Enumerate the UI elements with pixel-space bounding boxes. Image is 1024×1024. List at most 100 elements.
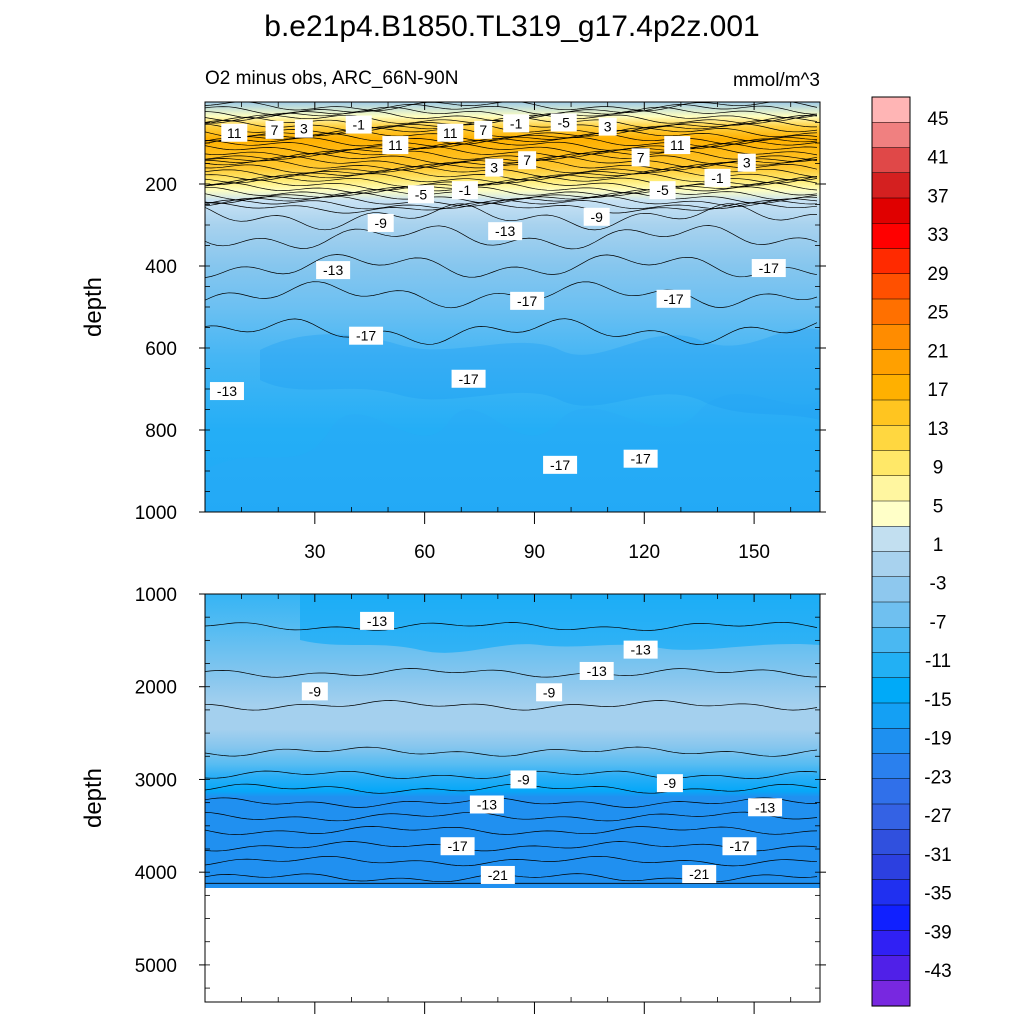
lower-contour-label: -13 (623, 640, 658, 659)
upper-contour-label: -9 (583, 207, 610, 226)
colorbar-label: -11 (925, 651, 951, 672)
lower-contour-line (205, 668, 818, 678)
lower-ylabel: depth (80, 768, 107, 828)
colorbar-swatch (871, 601, 911, 628)
lower-contour-line (205, 797, 817, 808)
upper-contour-line (205, 104, 818, 115)
upper-contour-label: -17 (543, 455, 578, 474)
colorbar-label: 29 (927, 264, 948, 285)
svg-text:-13: -13 (755, 799, 775, 815)
lower-contour-line (205, 746, 818, 757)
upper-ylabel: depth (80, 277, 107, 337)
colorbar-label: 45 (927, 109, 948, 130)
colorbar-label: 13 (927, 419, 948, 440)
svg-text:11: 11 (388, 137, 403, 153)
xtick-label: 90 (524, 542, 545, 563)
upper-contour-label: -17 (510, 291, 545, 310)
colorbar-label: 21 (927, 341, 948, 362)
upper-contour-label: -1 (704, 168, 731, 187)
colorbar-swatch (871, 399, 911, 426)
colorbar-swatch (871, 349, 911, 376)
colorbar-swatch (871, 803, 911, 830)
lower-contour-line (205, 841, 818, 852)
colorbar-swatch (871, 677, 911, 704)
svg-text:3: 3 (300, 121, 308, 137)
lower-contour-line (205, 811, 818, 822)
upper-contour-label: -1 (451, 181, 478, 200)
svg-text:7: 7 (479, 122, 487, 138)
upper-contour-line (205, 102, 818, 112)
colorbar-swatch (871, 753, 911, 780)
svg-text:-17: -17 (356, 328, 376, 344)
upper-contour-label: -1 (345, 115, 372, 134)
svg-text:3: 3 (743, 155, 751, 171)
colorbar-swatch (871, 298, 911, 325)
colorbar-label: -27 (924, 806, 951, 827)
chart-title: b.e21p4.B1850.TL319_g17.4p2z.001 (264, 10, 759, 43)
colorbar-label: 17 (927, 380, 948, 401)
upper-contour-label: -1 (503, 114, 530, 133)
xtick-label: 30 (304, 542, 325, 563)
lower-contour-label: -13 (469, 795, 504, 814)
subtitle-left: O2 minus obs, ARC_66N-90N (205, 68, 458, 89)
upper-contour-line (205, 189, 818, 201)
lower-ytick-label: 4000 (135, 863, 177, 884)
upper-contour-line (205, 137, 818, 148)
svg-text:11: 11 (443, 125, 458, 141)
colorbar-label: -3 (930, 574, 947, 595)
colorbar-swatch (871, 904, 911, 931)
svg-text:-13: -13 (217, 383, 237, 399)
upper-contour-label: 3 (485, 158, 504, 177)
colorbar-swatch (871, 197, 911, 224)
svg-text:3: 3 (490, 160, 498, 176)
svg-text:-1: -1 (353, 117, 366, 133)
svg-text:-17: -17 (517, 293, 537, 309)
upper-panel-ticks: 200 400 600 800 1000 30 60 90 120 150 (135, 101, 826, 563)
colorbar-label: -15 (924, 690, 951, 711)
svg-text:-5: -5 (558, 115, 571, 131)
upper-ytick-label: 600 (145, 339, 177, 360)
colorbar-swatch (871, 930, 911, 957)
colorbar-swatch (871, 122, 911, 149)
svg-text:-1: -1 (459, 182, 472, 198)
colorbar-label: 1 (933, 535, 944, 556)
lower-contour-label: -9 (536, 683, 563, 702)
lower-contour-label: -21 (480, 865, 515, 884)
lower-contour-label: -17 (722, 837, 757, 856)
svg-text:-17: -17 (729, 838, 749, 854)
upper-ytick-label: 200 (145, 175, 177, 196)
colorbar-swatch (871, 273, 911, 300)
lower-contour-labels: -13 -13 -13 -9 -9 -9 -9 -13 -13 -17 -17 -21 -21 (301, 611, 783, 884)
upper-contour-label: -13 (316, 261, 351, 280)
svg-text:7: 7 (523, 152, 531, 168)
upper-contour-label: -17 (656, 289, 691, 308)
svg-text:-17: -17 (631, 451, 651, 467)
upper-contour-line (205, 318, 818, 345)
lower-contour-label: -9 (510, 770, 537, 789)
svg-text:-9: -9 (543, 684, 556, 700)
svg-text:7: 7 (637, 149, 645, 165)
lower-contour-line (205, 855, 818, 867)
upper-contour-line (205, 225, 818, 250)
lower-contour-label: -13 (360, 611, 395, 630)
colorbar-swatch (871, 425, 911, 452)
svg-text:3: 3 (604, 119, 612, 135)
colorbar-label: -39 (924, 922, 951, 943)
lower-contour-line (205, 826, 818, 835)
upper-contour-label: -17 (349, 326, 384, 345)
svg-text:-13: -13 (587, 663, 607, 679)
colorbar-swatch (871, 147, 911, 174)
upper-contour-label: -9 (367, 213, 394, 232)
colorbar-swatch (871, 728, 911, 755)
upper-contour-line (205, 146, 818, 158)
upper-contour-label: -17 (451, 369, 486, 388)
colorbar-swatch (871, 702, 911, 729)
lower-contour-label: -21 (682, 865, 717, 884)
colorbar-label: -19 (924, 729, 951, 750)
upper-contour-line (205, 254, 818, 278)
svg-text:11: 11 (227, 125, 242, 141)
svg-text:-1: -1 (510, 115, 523, 131)
upper-contour-label: 7 (265, 120, 284, 139)
colorbar-label: 9 (933, 458, 944, 479)
svg-text:-17: -17 (663, 291, 683, 307)
